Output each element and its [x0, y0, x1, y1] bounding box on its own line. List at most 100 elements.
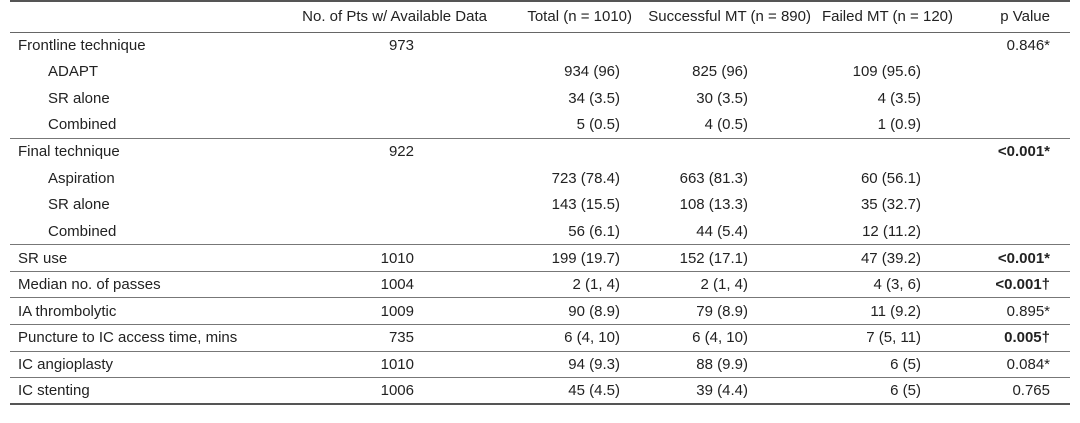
table-row: SR use 1010 199 (19.7) 152 (17.1) 47 (39…: [10, 244, 1070, 272]
cell-npts: [272, 165, 496, 192]
results-table: No. of Pts w/ Available Data Total (n = …: [10, 0, 1070, 406]
cell-total: [496, 31, 636, 59]
cell-npts: 1009: [272, 297, 496, 325]
table-row: IA thrombolytic 1009 90 (8.9) 79 (8.9) 1…: [10, 297, 1070, 325]
row-label: SR alone: [48, 196, 110, 214]
cell-success: 108 (13.3): [679, 196, 748, 214]
cell-failed: 4 (3, 6): [815, 270, 961, 298]
row-label: Frontline technique: [10, 31, 272, 59]
cell-failed: 109 (95.6): [852, 63, 921, 81]
cell-total: 45 (4.5): [496, 377, 636, 406]
cell-npts: 1004: [272, 270, 496, 298]
table-row: IC angioplasty 1010 94 (9.3) 88 (9.9) 6 …: [10, 350, 1070, 378]
header-p-value: p Value: [961, 0, 1070, 33]
cell-success: 152 (17.1): [636, 244, 815, 272]
cell-total: 723 (78.4): [551, 169, 620, 187]
cell-total: 934 (96): [564, 63, 620, 81]
cell-total: 34 (3.5): [568, 89, 620, 107]
row-label: SR alone: [48, 89, 110, 107]
row-label: Aspiration: [48, 169, 115, 187]
cell-npts: 922: [272, 137, 496, 165]
cell-npts: [272, 85, 496, 112]
cell-total: 90 (8.9): [496, 297, 636, 325]
cell-total: 94 (9.3): [496, 350, 636, 378]
row-label: Combined: [48, 222, 117, 240]
row-label: IC stenting: [10, 377, 272, 406]
table-row: Combined 56 (6.1) 44 (5.4) 12 (11.2): [10, 218, 1070, 245]
cell-p-value: 0.846*: [961, 31, 1070, 59]
cell-p-value: [961, 218, 1070, 245]
cell-failed: [815, 31, 961, 59]
cell-failed: 7 (5, 11): [815, 324, 961, 352]
cell-success: [636, 31, 815, 59]
cell-npts: [272, 192, 496, 219]
header-failed-mt: Failed MT (n = 120): [815, 0, 961, 33]
table-row: SR alone 34 (3.5) 30 (3.5) 4 (3.5): [10, 85, 1070, 112]
cell-failed: 6 (5): [815, 350, 961, 378]
row-label: Puncture to IC access time, mins: [10, 324, 272, 352]
cell-failed: [815, 137, 961, 165]
cell-p-value: 0.084*: [961, 350, 1070, 378]
cell-success: 663 (81.3): [679, 169, 748, 187]
cell-total: [496, 137, 636, 165]
cell-failed: 47 (39.2): [815, 244, 961, 272]
cell-success: 39 (4.4): [636, 377, 815, 406]
header-available-data: No. of Pts w/ Available Data: [272, 0, 496, 33]
cell-success: 6 (4, 10): [636, 324, 815, 352]
header-total: Total (n = 1010): [496, 0, 636, 33]
header-successful-mt: Successful MT (n = 890): [636, 0, 815, 33]
cell-total: 199 (19.7): [496, 244, 636, 272]
cell-total: 143 (15.5): [551, 196, 620, 214]
cell-success: [636, 137, 815, 165]
cell-success: 30 (3.5): [696, 89, 748, 107]
cell-success: 79 (8.9): [636, 297, 815, 325]
cell-p-value: [961, 112, 1070, 139]
results-table-container: No. of Pts w/ Available Data Total (n = …: [10, 0, 1070, 406]
row-label: IC angioplasty: [10, 350, 272, 378]
row-label: ADAPT: [48, 63, 99, 81]
table-row: ADAPT 934 (96) 825 (96) 109 (95.6): [10, 59, 1070, 86]
cell-p-value: 0.895*: [961, 297, 1070, 325]
table-row: Final technique 922 <0.001*: [10, 137, 1070, 165]
cell-success: 2 (1, 4): [636, 270, 815, 298]
cell-p-value: <0.001*: [961, 137, 1070, 165]
cell-success: 88 (9.9): [636, 350, 815, 378]
cell-npts: [272, 218, 496, 245]
cell-npts: 1010: [272, 244, 496, 272]
cell-success: 44 (5.4): [696, 222, 748, 240]
cell-npts: 1006: [272, 377, 496, 406]
cell-p-value: <0.001*: [961, 244, 1070, 272]
header-row: No. of Pts w/ Available Data Total (n = …: [10, 0, 1070, 33]
cell-success: 4 (0.5): [704, 116, 748, 134]
cell-failed: 12 (11.2): [862, 222, 921, 240]
cell-total: 56 (6.1): [568, 222, 620, 240]
table-row: Frontline technique 973 0.846*: [10, 31, 1070, 59]
cell-p-value: [961, 165, 1070, 192]
row-label: Median no. of passes: [10, 270, 272, 298]
cell-npts: 735: [272, 324, 496, 352]
table-row: Combined 5 (0.5) 4 (0.5) 1 (0.9): [10, 112, 1070, 139]
cell-npts: 973: [272, 31, 496, 59]
cell-failed: 11 (9.2): [815, 297, 961, 325]
cell-failed: 4 (3.5): [877, 89, 921, 107]
row-label: IA thrombolytic: [10, 297, 272, 325]
table-row: Median no. of passes 1004 2 (1, 4) 2 (1,…: [10, 270, 1070, 298]
cell-total: 6 (4, 10): [496, 324, 636, 352]
cell-npts: [272, 59, 496, 86]
table-row: Aspiration 723 (78.4) 663 (81.3) 60 (56.…: [10, 165, 1070, 192]
cell-npts: 1010: [272, 350, 496, 378]
cell-p-value: 0.765: [961, 377, 1070, 406]
cell-p-value: [961, 192, 1070, 219]
cell-p-value: 0.005†: [961, 324, 1070, 352]
table-row: SR alone 143 (15.5) 108 (13.3) 35 (32.7): [10, 192, 1070, 219]
cell-failed: 35 (32.7): [860, 196, 921, 214]
cell-p-value: [961, 59, 1070, 86]
row-label: Final technique: [10, 137, 272, 165]
cell-failed: 6 (5): [815, 377, 961, 406]
cell-npts: [272, 112, 496, 139]
table-row: Puncture to IC access time, mins 735 6 (…: [10, 324, 1070, 352]
cell-total: 5 (0.5): [576, 116, 620, 134]
cell-failed: 1 (0.9): [877, 116, 921, 134]
header-variable: [10, 0, 272, 33]
cell-failed: 60 (56.1): [860, 169, 921, 187]
